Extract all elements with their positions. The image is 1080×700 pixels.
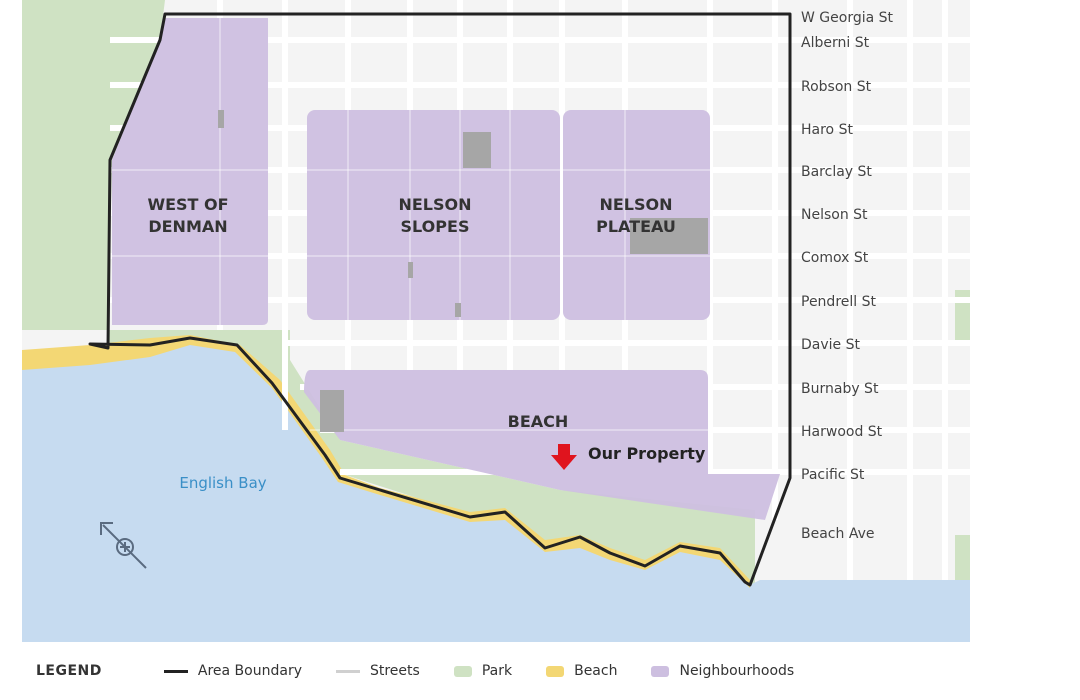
legend-label: Park xyxy=(481,663,513,679)
street-label: Nelson St xyxy=(801,207,868,223)
property-label: Our Property xyxy=(588,444,706,463)
legend-label: Neighbourhoods xyxy=(679,663,795,679)
legend-item-neighbourhoods: Neighbourhoods xyxy=(651,663,794,679)
street-label: Barclay St xyxy=(801,164,872,180)
streets-swatch xyxy=(335,669,360,673)
street-label: Comox St xyxy=(801,250,869,266)
water-english-bay xyxy=(22,340,970,642)
street-label: W Georgia St xyxy=(801,10,894,26)
neighbourhood-label: WEST OF xyxy=(147,195,228,214)
neighbourhood-shapes xyxy=(112,18,780,520)
neighbourhood-swatch xyxy=(651,665,670,677)
park-swatch xyxy=(453,665,472,677)
neighbourhood-label: DENMAN xyxy=(148,217,227,236)
neighbourhood-nelson-slopes xyxy=(307,110,560,320)
neighbourhood-label: BEACH xyxy=(508,412,569,431)
street-labels: W Georgia St Alberni St Robson St Haro S… xyxy=(801,10,894,542)
legend-label: Area Boundary xyxy=(197,663,302,679)
beach-swatch xyxy=(546,665,565,677)
neighbourhood-label: SLOPES xyxy=(401,217,470,236)
beach-band xyxy=(22,335,750,588)
property-arrow-icon xyxy=(551,444,577,470)
street-label: Davie St xyxy=(801,337,860,353)
building-blocks xyxy=(218,110,708,432)
legend-item-boundary: Area Boundary xyxy=(163,663,302,679)
neighbourhood-labels: WEST OF DENMAN NELSON SLOPES NELSON PLAT… xyxy=(147,195,675,431)
neighbourhood-beach xyxy=(304,370,780,520)
neighbourhood-label: NELSON xyxy=(398,195,471,214)
street-label: Haro St xyxy=(801,122,853,138)
legend-label: Streets xyxy=(369,663,420,679)
park-area-east-2 xyxy=(955,535,970,585)
street-label: Alberni St xyxy=(801,35,870,51)
legend-label: Beach xyxy=(574,663,618,679)
street-label: Pacific St xyxy=(801,467,865,483)
legend-item-streets: Streets xyxy=(335,663,420,679)
legend: LEGEND Area Boundary Streets Park Beach … xyxy=(0,648,1080,694)
neighbourhood-west-of-denman xyxy=(112,18,268,325)
legend-item-beach: Beach xyxy=(546,663,617,679)
neighbourhood-label: NELSON xyxy=(599,195,672,214)
street-label: Beach Ave xyxy=(801,526,874,542)
neighbourhood-nelson-plateau xyxy=(563,110,710,320)
street-label: Robson St xyxy=(801,79,872,95)
neighbourhood-label: PLATEAU xyxy=(596,217,676,236)
water-label: English Bay xyxy=(179,474,266,492)
street-label: Harwood St xyxy=(801,424,883,440)
streets-overlay xyxy=(112,18,710,431)
legend-title: LEGEND xyxy=(36,663,102,679)
street-label: Burnaby St xyxy=(801,381,879,397)
boundary-swatch xyxy=(163,669,188,673)
legend-item-park: Park xyxy=(453,663,513,679)
street-label: Pendrell St xyxy=(801,294,876,310)
area-boundary xyxy=(88,12,792,587)
compass-icon xyxy=(100,522,147,569)
